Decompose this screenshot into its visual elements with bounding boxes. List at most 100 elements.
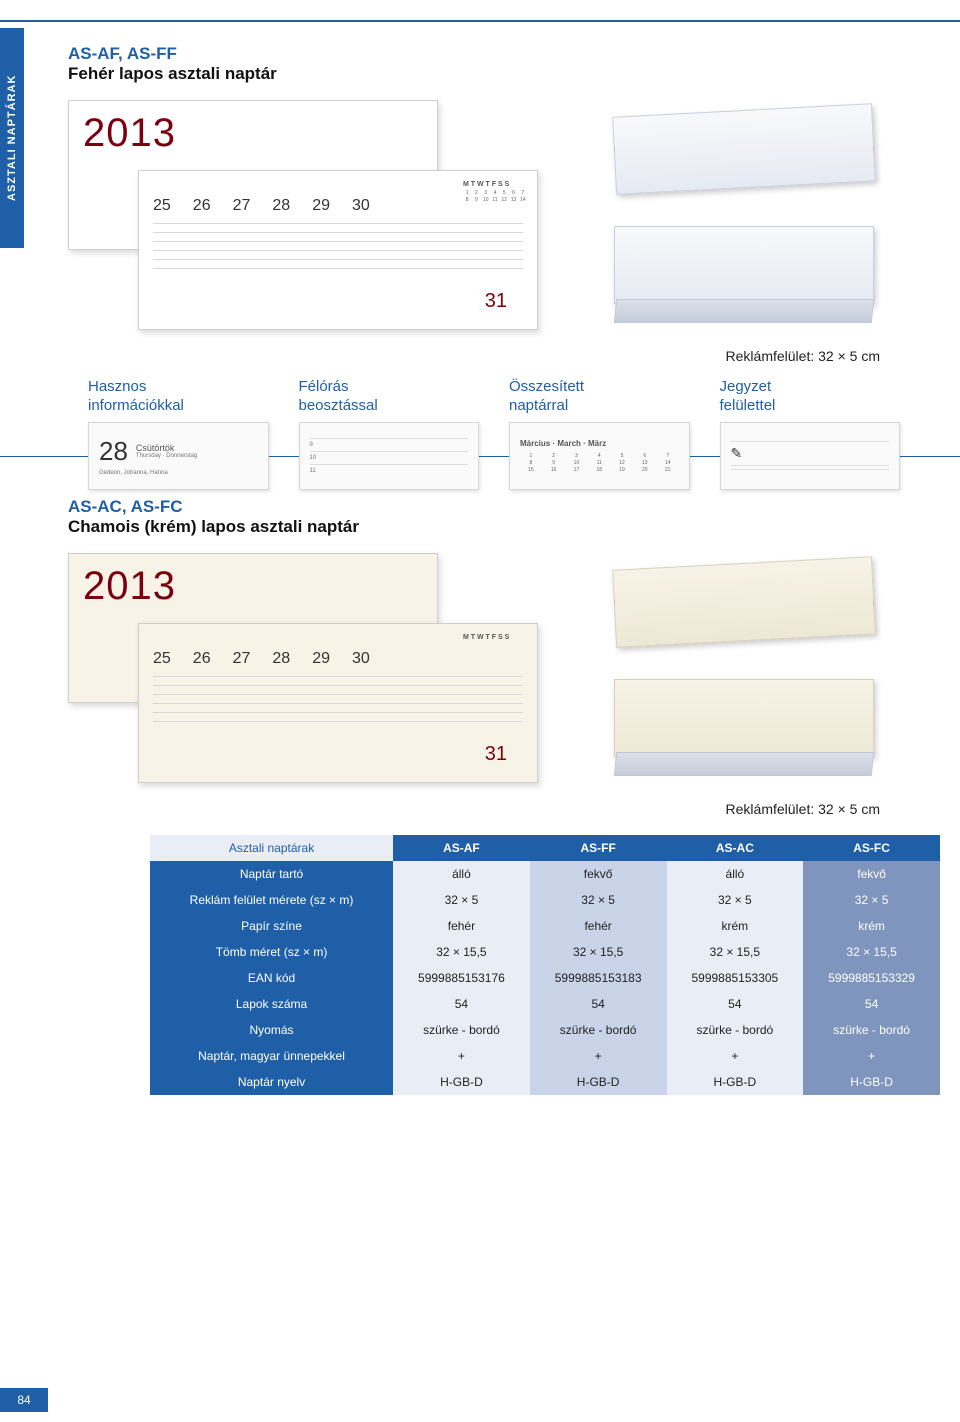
day-cell: 26 (193, 197, 211, 215)
spec-row-label: Naptár tartó (150, 861, 393, 887)
section1-title-block: AS-AF, AS-FF Fehér lapos asztali naptár (68, 44, 920, 84)
calendar-year: 2013 (83, 111, 423, 156)
spec-cell: 32 × 5 (530, 887, 667, 913)
table-row: Papír színefehérfehérkrémkrém (150, 913, 940, 939)
table-row: EAN kód599988515317659998851531835999885… (150, 965, 940, 991)
spec-cell: 5999885153329 (803, 965, 940, 991)
product-photo (594, 553, 894, 653)
spec-cell: fekvő (530, 861, 667, 887)
spec-cell: 54 (667, 991, 804, 1017)
calendar-days-row: 25 26 27 28 29 30 (153, 650, 523, 668)
product-photos-cream (568, 553, 920, 769)
spec-table-head: Asztali naptárakAS-AFAS-FFAS-ACAS-FC (150, 835, 940, 861)
day-cell: 26 (193, 650, 211, 668)
day-cell: 27 (233, 650, 251, 668)
day-cell: 29 (312, 197, 330, 215)
spec-cell: szürke - bordó (393, 1017, 530, 1043)
section1-code: AS-AF, AS-FF (68, 44, 920, 64)
spec-header-left: Asztali naptárak (150, 835, 393, 861)
spec-cell: álló (667, 861, 804, 887)
spec-cell: 32 × 15,5 (530, 939, 667, 965)
spec-cell: 5999885153176 (393, 965, 530, 991)
feature-thumb: 9 10 11 (299, 422, 480, 490)
spec-row-label: Reklám felület mérete (sz × m) (150, 887, 393, 913)
spec-cell: 32 × 15,5 (393, 939, 530, 965)
calendar-year: 2013 (83, 564, 423, 609)
side-tab: ASZTALI NAPTÁRAK (0, 28, 24, 248)
feature-block: Hasznos információkkal 28 Csütörtök Thur… (88, 378, 269, 490)
calendar-card-front: 25 26 27 28 29 30 M T W T F S S 31 (138, 623, 538, 783)
feature-block: Félórás beosztással 9 10 11 (299, 378, 480, 490)
section1-subtitle: Fehér lapos asztali naptár (68, 64, 920, 84)
spec-row-label: EAN kód (150, 965, 393, 991)
spec-row-label: Naptár, magyar ünnepekkel (150, 1043, 393, 1069)
section2-hero: 2013 25 26 27 28 29 30 M T W T F S S 31 (68, 553, 920, 793)
spec-header-col: AS-AF (393, 835, 530, 861)
section1-hero: 2013 25 26 27 28 29 30 M T W T F S S 123… (68, 100, 920, 340)
spec-cell: fekvő (803, 861, 940, 887)
day-cell: 28 (272, 650, 290, 668)
calendar-stack-cream: 2013 25 26 27 28 29 30 M T W T F S S 31 (68, 553, 538, 793)
table-row: Naptár tartóállófekvőállófekvő (150, 861, 940, 887)
catalog-page: ASZTALI NAPTÁRAK AS-AF, AS-FF Fehér lapo… (0, 0, 960, 1422)
feature-block: Jegyzet felülettel ✎ (720, 378, 901, 490)
spec-cell: 54 (393, 991, 530, 1017)
spec-cell: fehér (393, 913, 530, 939)
reklam-caption-1: Reklámfelület: 32 × 5 cm (40, 348, 880, 364)
spec-row-label: Nyomás (150, 1017, 393, 1043)
page-number: 84 (0, 1388, 48, 1412)
day-cell: 25 (153, 197, 171, 215)
table-row: Nyomásszürke - bordószürke - bordószürke… (150, 1017, 940, 1043)
section2-code: AS-AC, AS-FC (68, 497, 920, 517)
feature-thumb: ✎ (720, 422, 901, 490)
spec-row-label: Tömb méret (sz × m) (150, 939, 393, 965)
mini-month-grid: M T W T F S S 1234567 891011121314 (463, 181, 527, 203)
spec-row-label: Naptár nyelv (150, 1069, 393, 1095)
table-row: Naptár, magyar ünnepekkel++++ (150, 1043, 940, 1069)
day-cell: 27 (233, 197, 251, 215)
spec-cell: 32 × 5 (667, 887, 804, 913)
product-photos-white (568, 100, 920, 316)
spec-cell: H-GB-D (667, 1069, 804, 1095)
spec-cell: H-GB-D (803, 1069, 940, 1095)
spec-table-body: Naptár tartóállófekvőállófekvőReklám fel… (150, 861, 940, 1095)
spec-cell: 54 (530, 991, 667, 1017)
spec-cell: 32 × 5 (393, 887, 530, 913)
spec-header-col: AS-FC (803, 835, 940, 861)
spec-cell: 5999885153183 (530, 965, 667, 991)
spec-cell: szürke - bordó (667, 1017, 804, 1043)
spec-cell: + (393, 1043, 530, 1069)
spec-cell: szürke - bordó (803, 1017, 940, 1043)
table-row: Tömb méret (sz × m)32 × 15,532 × 15,532 … (150, 939, 940, 965)
pencil-icon: ✎ (731, 445, 890, 462)
spec-cell: 5999885153305 (667, 965, 804, 991)
feature-label: Összesített naptárral (509, 378, 690, 416)
section2-subtitle: Chamois (krém) lapos asztali naptár (68, 517, 920, 537)
day-cell: 30 (352, 197, 370, 215)
spec-cell: H-GB-D (393, 1069, 530, 1095)
day-cell: 30 (352, 650, 370, 668)
spec-cell: + (803, 1043, 940, 1069)
extra-day: 31 (485, 743, 507, 766)
spec-row-label: Lapok száma (150, 991, 393, 1017)
feature-label: Hasznos információkkal (88, 378, 269, 416)
spec-cell: krém (803, 913, 940, 939)
spec-cell: 32 × 15,5 (803, 939, 940, 965)
product-photo (594, 669, 894, 769)
spec-table: Asztali naptárakAS-AFAS-FFAS-ACAS-FC Nap… (150, 835, 940, 1095)
table-row: Lapok száma54545454 (150, 991, 940, 1017)
top-rule (0, 20, 960, 22)
spec-cell: + (530, 1043, 667, 1069)
features-row: Hasznos információkkal 28 Csütörtök Thur… (88, 378, 900, 490)
feature-thumb: 28 Csütörtök Thursday · Donnerstag Gedeo… (88, 422, 269, 490)
spec-cell: 54 (803, 991, 940, 1017)
day-cell: 28 (272, 197, 290, 215)
spec-cell: 32 × 15,5 (667, 939, 804, 965)
table-row: Reklám felület mérete (sz × m)32 × 532 ×… (150, 887, 940, 913)
feature-label: Félórás beosztással (299, 378, 480, 416)
spec-header-col: AS-FF (530, 835, 667, 861)
spec-cell: + (667, 1043, 804, 1069)
spec-cell: szürke - bordó (530, 1017, 667, 1043)
spec-table-wrap: Asztali naptárakAS-AFAS-FFAS-ACAS-FC Nap… (150, 835, 910, 1095)
spec-cell: krém (667, 913, 804, 939)
